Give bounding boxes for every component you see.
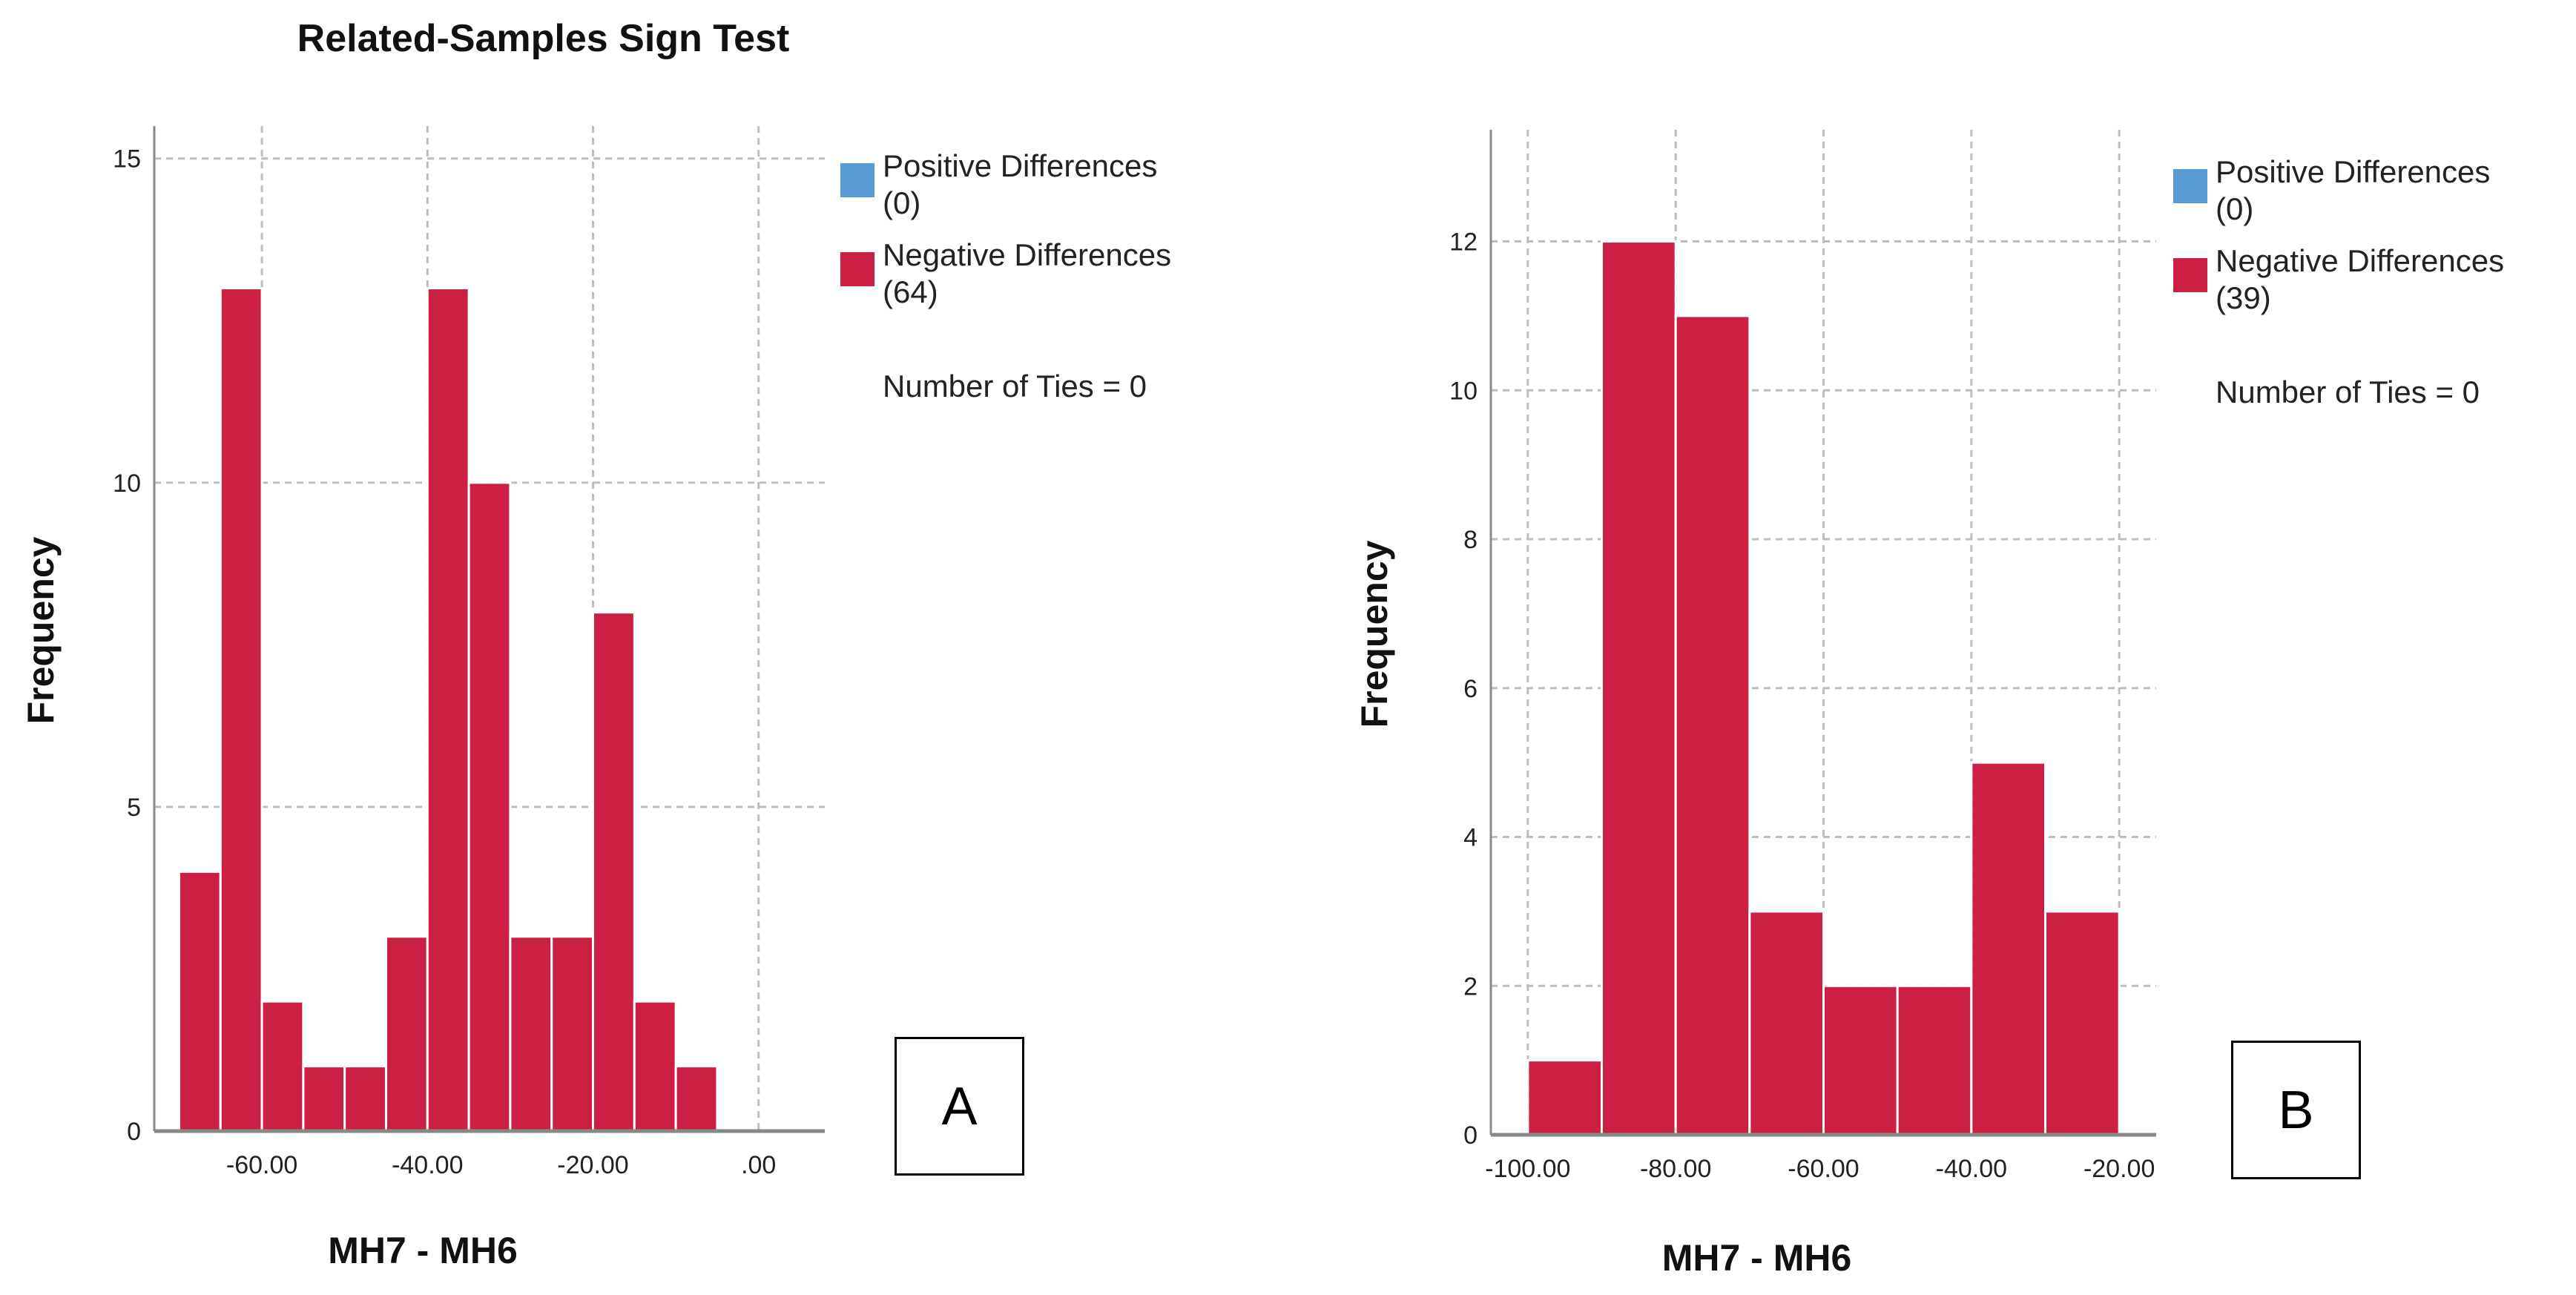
x-tick-label: -80.00 (1640, 1155, 1711, 1183)
x-tick-label: -100.00 (1485, 1155, 1570, 1183)
y-tick-label: 6 (1463, 675, 1478, 703)
legend-negative-count: (39) (2216, 280, 2271, 315)
histogram-bar (302, 1065, 346, 1133)
histogram-bar (177, 870, 222, 1133)
histogram-bar (550, 935, 595, 1133)
histogram-bar (674, 1065, 719, 1133)
x-tick-label: -20.00 (557, 1151, 628, 1179)
panel-label-a: A (895, 1037, 1024, 1176)
y-tick-label: 8 (1463, 526, 1478, 554)
histogram-bar (1970, 761, 2046, 1136)
legend-swatch-negative (840, 252, 874, 286)
legend-ties-note: Number of Ties = 0 (883, 369, 1147, 403)
y-tick-label: 12 (1449, 228, 1478, 257)
legend-positive-count: (0) (883, 185, 920, 220)
legend-negative-label: Negative Differences (883, 237, 1171, 272)
legend-positive-label: Positive Differences (883, 148, 1157, 183)
panel-label-b: B (2231, 1041, 2361, 1179)
histogram-bar (2044, 910, 2121, 1136)
histogram-bar (343, 1065, 387, 1133)
y-tick-label: 10 (1449, 377, 1478, 405)
y-tick-label: 15 (113, 145, 141, 174)
x-tick-label: -60.00 (226, 1151, 297, 1179)
y-tick-label: 0 (1463, 1121, 1478, 1150)
histogram-bar (509, 935, 553, 1133)
histogram-bar (1601, 240, 1677, 1136)
histogram-bar (1674, 314, 1751, 1136)
histogram-bar (1748, 910, 1825, 1136)
histogram-bar (633, 1000, 677, 1133)
legend-swatch-negative (2173, 258, 2207, 292)
histogram-bar (260, 1000, 305, 1133)
legend-ties-note: Number of Ties = 0 (2216, 375, 2480, 409)
y-axis-title: Frequency (1354, 540, 1395, 728)
chart-title: Related-Samples Sign Test (297, 17, 790, 60)
legend-negative-count: (64) (883, 274, 938, 309)
y-tick-label: 10 (113, 469, 141, 498)
legend-negative-label: Negative Differences (2216, 243, 2504, 278)
histogram-bar (1822, 984, 1899, 1136)
panel-b-chart: 0 2 4 6 8 10 12 -100.00 -80.00 -60.00 -40.00 -20.00… (1354, 130, 2504, 1279)
x-axis-title: MH7 - MH6 (328, 1230, 518, 1271)
y-tick-label: 0 (127, 1118, 141, 1146)
histogram-bar (1896, 984, 1973, 1136)
histogram-bar (384, 935, 429, 1133)
x-axis-title: MH7 - MH6 (1662, 1237, 1852, 1279)
legend-positive-count: (0) (2216, 191, 2253, 226)
y-tick-label: 2 (1463, 972, 1478, 1001)
legend-swatch-positive (840, 163, 874, 197)
histogram-bar (467, 481, 512, 1133)
panel-a-chart: 0 5 10 15 -60.00 -40.00 -20.00 .00 MH7 - MH6 Freq… (20, 126, 1171, 1271)
histogram-bar (426, 287, 470, 1133)
histogram-bar (1526, 1059, 1603, 1136)
legend-positive-label: Positive Differences (2216, 154, 2490, 189)
x-tick-label: -20.00 (2083, 1155, 2155, 1183)
y-tick-label: 5 (127, 794, 141, 822)
x-tick-label: -60.00 (1788, 1155, 1859, 1183)
y-tick-label: 4 (1463, 824, 1478, 852)
legend-swatch-positive (2173, 169, 2207, 203)
x-tick-label: -40.00 (1936, 1155, 2007, 1183)
histogram-bar (219, 287, 263, 1133)
y-axis-title: Frequency (20, 536, 62, 724)
x-tick-label: -40.00 (392, 1151, 463, 1179)
x-tick-label: .00 (741, 1151, 776, 1179)
histogram-bar (592, 611, 636, 1133)
